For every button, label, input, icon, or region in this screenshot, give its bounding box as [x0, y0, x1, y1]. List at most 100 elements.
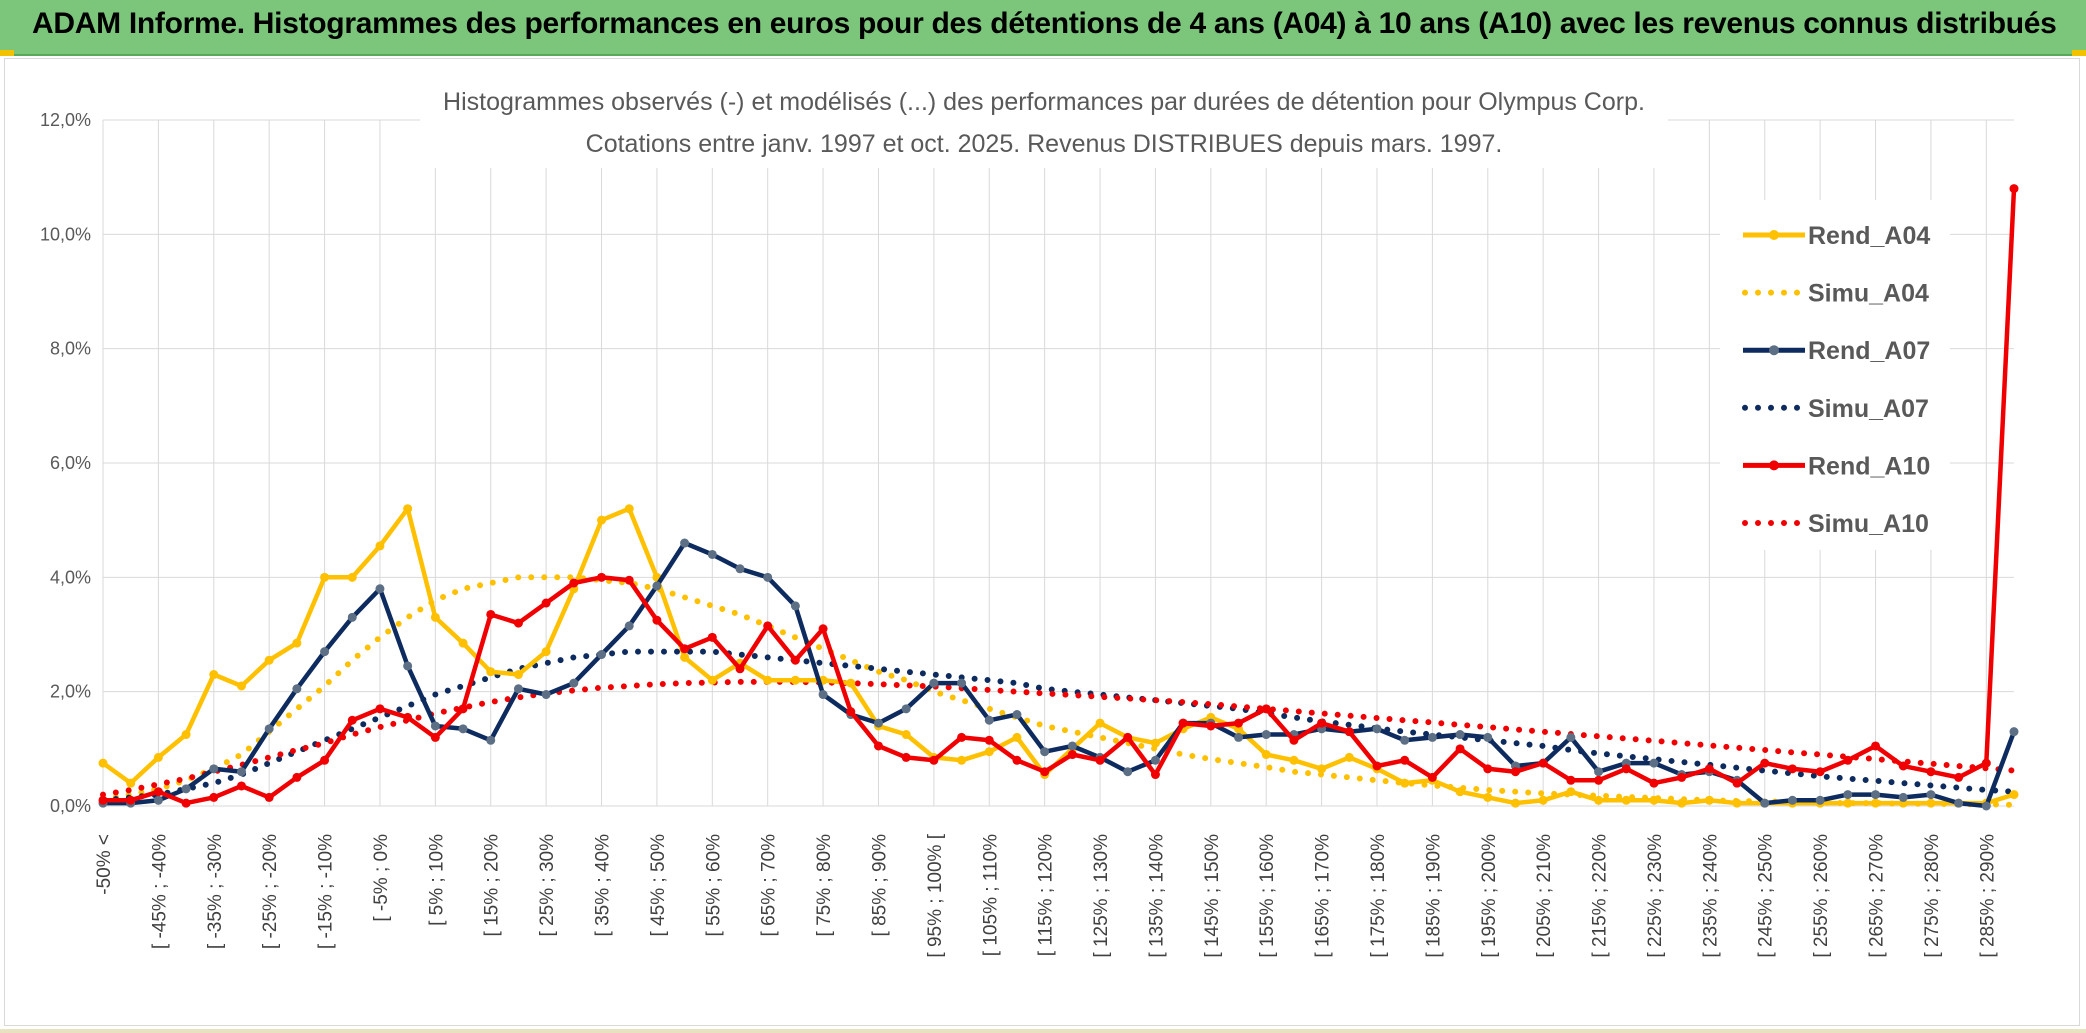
data-point: [1040, 747, 1050, 757]
data-point: [347, 715, 357, 725]
data-point: [1206, 721, 1216, 731]
data-point: [458, 724, 468, 734]
data-point: [403, 712, 413, 722]
data-point: [1649, 758, 1659, 768]
data-point: [1843, 755, 1853, 765]
data-point: [1621, 764, 1631, 774]
data-point: [1455, 730, 1465, 740]
legend-item: Rend_A07: [1743, 337, 1930, 365]
x-tick-label: [ 155% ; 160%: [1257, 834, 1278, 958]
data-point: [1704, 764, 1714, 774]
x-tick-label: [ 285% ; 290%: [1977, 834, 1998, 958]
data-point: [1150, 738, 1160, 748]
data-point: [209, 670, 219, 680]
legend-label: Simu_A07: [1808, 395, 1929, 423]
data-point: [458, 638, 468, 648]
data-point: [403, 661, 413, 671]
data-point: [264, 792, 274, 802]
data-point: [1981, 801, 1991, 811]
legend: Rend_A04 Simu_A04 Rend_A07 Simu_A07 Rend_A10…: [1742, 222, 1930, 538]
data-point: [735, 664, 745, 674]
x-tick-label: [ 215% ; 220%: [1590, 834, 1611, 958]
x-tick-label: [ 275% ; 280%: [1922, 834, 1943, 958]
x-tick-label: [ 75% ; 80%: [814, 834, 835, 937]
series-layer: [98, 184, 2019, 811]
x-tick-label: [ 25% ; 30%: [537, 834, 558, 937]
data-point: [375, 584, 385, 594]
data-point: [375, 704, 385, 714]
banner: ADAM Informe. Histogrammes des performan…: [0, 0, 2086, 56]
data-point: [1898, 792, 1908, 802]
data-point: [680, 538, 690, 548]
data-point: [901, 730, 911, 740]
data-point: [1455, 744, 1465, 754]
data-point: [1483, 764, 1493, 774]
data-point: [1150, 770, 1160, 780]
data-point: [486, 667, 496, 677]
data-point: [763, 675, 773, 685]
data-point: [320, 647, 330, 657]
x-tick-label: [ 255% ; 260%: [1811, 834, 1832, 958]
data-point: [1649, 778, 1659, 788]
legend-marker: [1769, 460, 1779, 471]
data-point: [153, 787, 163, 797]
data-point: [984, 735, 994, 745]
data-point: [264, 655, 274, 665]
data-point: [209, 764, 219, 774]
data-point: [2009, 790, 2019, 800]
data-point: [1871, 790, 1881, 800]
legend-marker: [1769, 345, 1779, 356]
data-point: [1677, 798, 1687, 808]
data-point: [1234, 732, 1244, 742]
data-point: [1427, 732, 1437, 742]
data-point: [541, 598, 551, 608]
x-tick-label: [ 235% ; 240%: [1700, 834, 1721, 958]
data-point: [1012, 710, 1022, 720]
data-point: [1123, 767, 1133, 777]
data-point: [1677, 772, 1687, 782]
x-tick-label: [ -45% ; -40%: [149, 834, 170, 949]
data-point: [1067, 741, 1077, 751]
data-point: [818, 624, 828, 634]
data-point: [181, 784, 191, 794]
data-point: [680, 644, 690, 654]
x-tick-label: [ 115% ; 120%: [1036, 834, 1057, 956]
data-point: [320, 572, 330, 582]
data-point: [126, 778, 136, 788]
data-point: [763, 572, 773, 582]
chart-frame: [4, 58, 2080, 1026]
data-point: [1289, 735, 1299, 745]
data-point: [1760, 758, 1770, 768]
data-point: [1871, 798, 1881, 808]
data-point: [1400, 778, 1410, 788]
data-point: [624, 575, 634, 585]
data-point: [1400, 755, 1410, 765]
x-tick-label: [ 35% ; 40%: [593, 834, 614, 937]
data-point: [569, 578, 579, 588]
data-point: [1095, 718, 1105, 728]
x-tick-label: [ 85% ; 90%: [869, 834, 890, 937]
data-point: [1981, 758, 1991, 768]
data-point: [1926, 767, 1936, 777]
data-point: [1566, 775, 1576, 785]
data-point: [1150, 755, 1160, 765]
data-point: [1926, 798, 1936, 808]
y-tick-label: 0,0%: [50, 796, 91, 816]
y-tick-label: 10,0%: [40, 224, 91, 244]
data-point: [1427, 772, 1437, 782]
data-point: [846, 678, 856, 688]
data-point: [1787, 764, 1797, 774]
data-point: [1704, 795, 1714, 805]
x-tick-label: [ -15% ; -10%: [316, 834, 337, 949]
data-point: [929, 755, 939, 765]
x-tick-label: [ 5% ; 10%: [426, 834, 447, 926]
data-point: [1483, 792, 1493, 802]
data-point: [1095, 755, 1105, 765]
bottom-bar: [0, 1029, 2086, 1033]
series-Rend_A07: [98, 538, 2019, 811]
data-point: [1123, 732, 1133, 742]
data-point: [624, 621, 634, 631]
data-point: [1261, 704, 1271, 714]
data-point: [652, 615, 662, 625]
x-tick-label: [ 65% ; 70%: [759, 834, 780, 937]
